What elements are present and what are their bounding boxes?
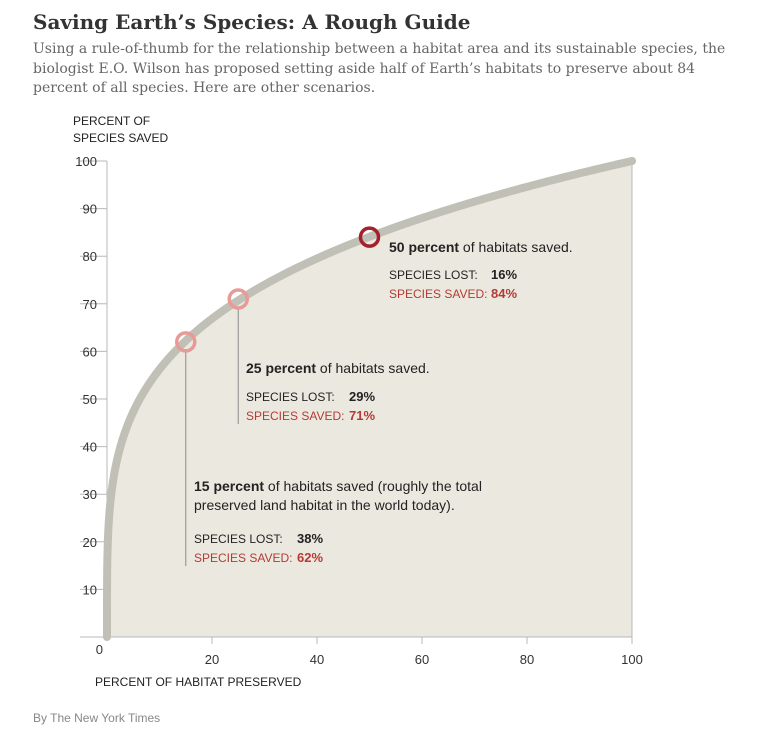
highlight-fifty-lost-value: 16% <box>491 267 517 282</box>
highlight-twentyfive-marker <box>227 288 249 310</box>
highlight-fifteen-headline-bold: 15 percent <box>194 478 264 494</box>
highlight-fifteen-saved-value: 62% <box>297 550 323 565</box>
x-tick-label-40: 40 <box>310 652 324 667</box>
annotations-layer: 15 percent of habitats saved (roughly th… <box>194 239 573 565</box>
y-tick-label-70: 70 <box>83 297 97 312</box>
chart-title: Saving Earth’s Species: A Rough Guide <box>33 10 471 34</box>
highlight-fifteen-lost-value: 38% <box>297 531 323 546</box>
above-curve-mask <box>107 161 632 637</box>
y-tick-label-90: 90 <box>83 202 97 217</box>
species-area-chart: 15 percent of habitats saved (roughly th… <box>73 114 643 689</box>
highlight-fifty-lost-label: SPECIES LOST: <box>389 268 478 282</box>
y-tick-label-10: 10 <box>83 582 97 597</box>
x-axis-title: PERCENT OF HABITAT PRESERVED <box>95 675 302 689</box>
x-tick-label-100: 100 <box>621 652 643 667</box>
highlight-fifteen-headline-rest: of habitats saved (roughly the total <box>264 478 482 494</box>
x-tick-label-60: 60 <box>415 652 429 667</box>
markers-layer <box>175 226 381 353</box>
highlight-twentyfive-lost-value: 29% <box>349 389 375 404</box>
y-tick-label-50: 50 <box>83 392 97 407</box>
y-axis-title-line2: SPECIES SAVED <box>73 131 168 145</box>
y-tick-label-60: 60 <box>83 344 97 359</box>
y-tick-label-30: 30 <box>83 487 97 502</box>
highlight-twentyfive-headline-bold: 25 percent <box>246 360 316 376</box>
leader-lines-layer <box>185 309 239 566</box>
y-tick-label-40: 40 <box>83 440 97 455</box>
highlight-twentyfive-headline-rest: of habitats saved. <box>316 360 430 376</box>
y-tick-label-20: 20 <box>83 535 97 550</box>
plot-area-layer <box>107 161 632 637</box>
highlight-twentyfive-lost-label: SPECIES LOST: <box>246 390 335 404</box>
highlight-fifty-headline: 50 percent of habitats saved. <box>389 239 573 255</box>
highlight-fifteen-headline-line2: preserved land habitat in the world toda… <box>194 497 455 513</box>
highlight-fifteen-lost-label: SPECIES LOST: <box>194 532 283 546</box>
credit-line: By The New York Times <box>33 711 161 725</box>
y-tick-label-0: 0 <box>96 642 103 657</box>
highlight-twentyfive-saved-label: SPECIES SAVED: <box>246 409 344 423</box>
chart-subtitle: Using a rule-of-thumb for the relationsh… <box>33 41 726 96</box>
highlight-fifty-headline-bold: 50 percent <box>389 239 459 255</box>
y-tick-label-100: 100 <box>75 154 97 169</box>
y-axis-title-line1: PERCENT OF <box>73 114 150 128</box>
highlight-fifty-saved-label: SPECIES SAVED: <box>389 287 487 301</box>
highlight-twentyfive-saved-value: 71% <box>349 408 375 423</box>
highlight-fifty-headline-rest: of habitats saved. <box>459 239 573 255</box>
highlight-fifteen-headline: 15 percent of habitats saved (roughly th… <box>194 478 482 494</box>
species-curve-line <box>103 157 636 641</box>
highlight-fifteen-marker <box>175 331 197 353</box>
axis-labels-layer: 10 20 30 40 50 60 70 80 90 100 0 20 40 60 80 100 PERCENT… <box>73 114 643 689</box>
x-tick-label-80: 80 <box>520 652 534 667</box>
highlight-twentyfive-headline: 25 percent of habitats saved. <box>246 360 430 376</box>
axes-layer <box>80 160 633 644</box>
highlight-fifty-saved-value: 84% <box>491 286 517 301</box>
highlight-fifty-marker <box>358 226 381 248</box>
y-tick-label-80: 80 <box>83 249 97 264</box>
curve-layer <box>103 157 636 641</box>
x-tick-label-20: 20 <box>205 652 219 667</box>
highlight-fifteen-saved-label: SPECIES SAVED: <box>194 551 292 565</box>
curve-end-point <box>628 157 636 165</box>
